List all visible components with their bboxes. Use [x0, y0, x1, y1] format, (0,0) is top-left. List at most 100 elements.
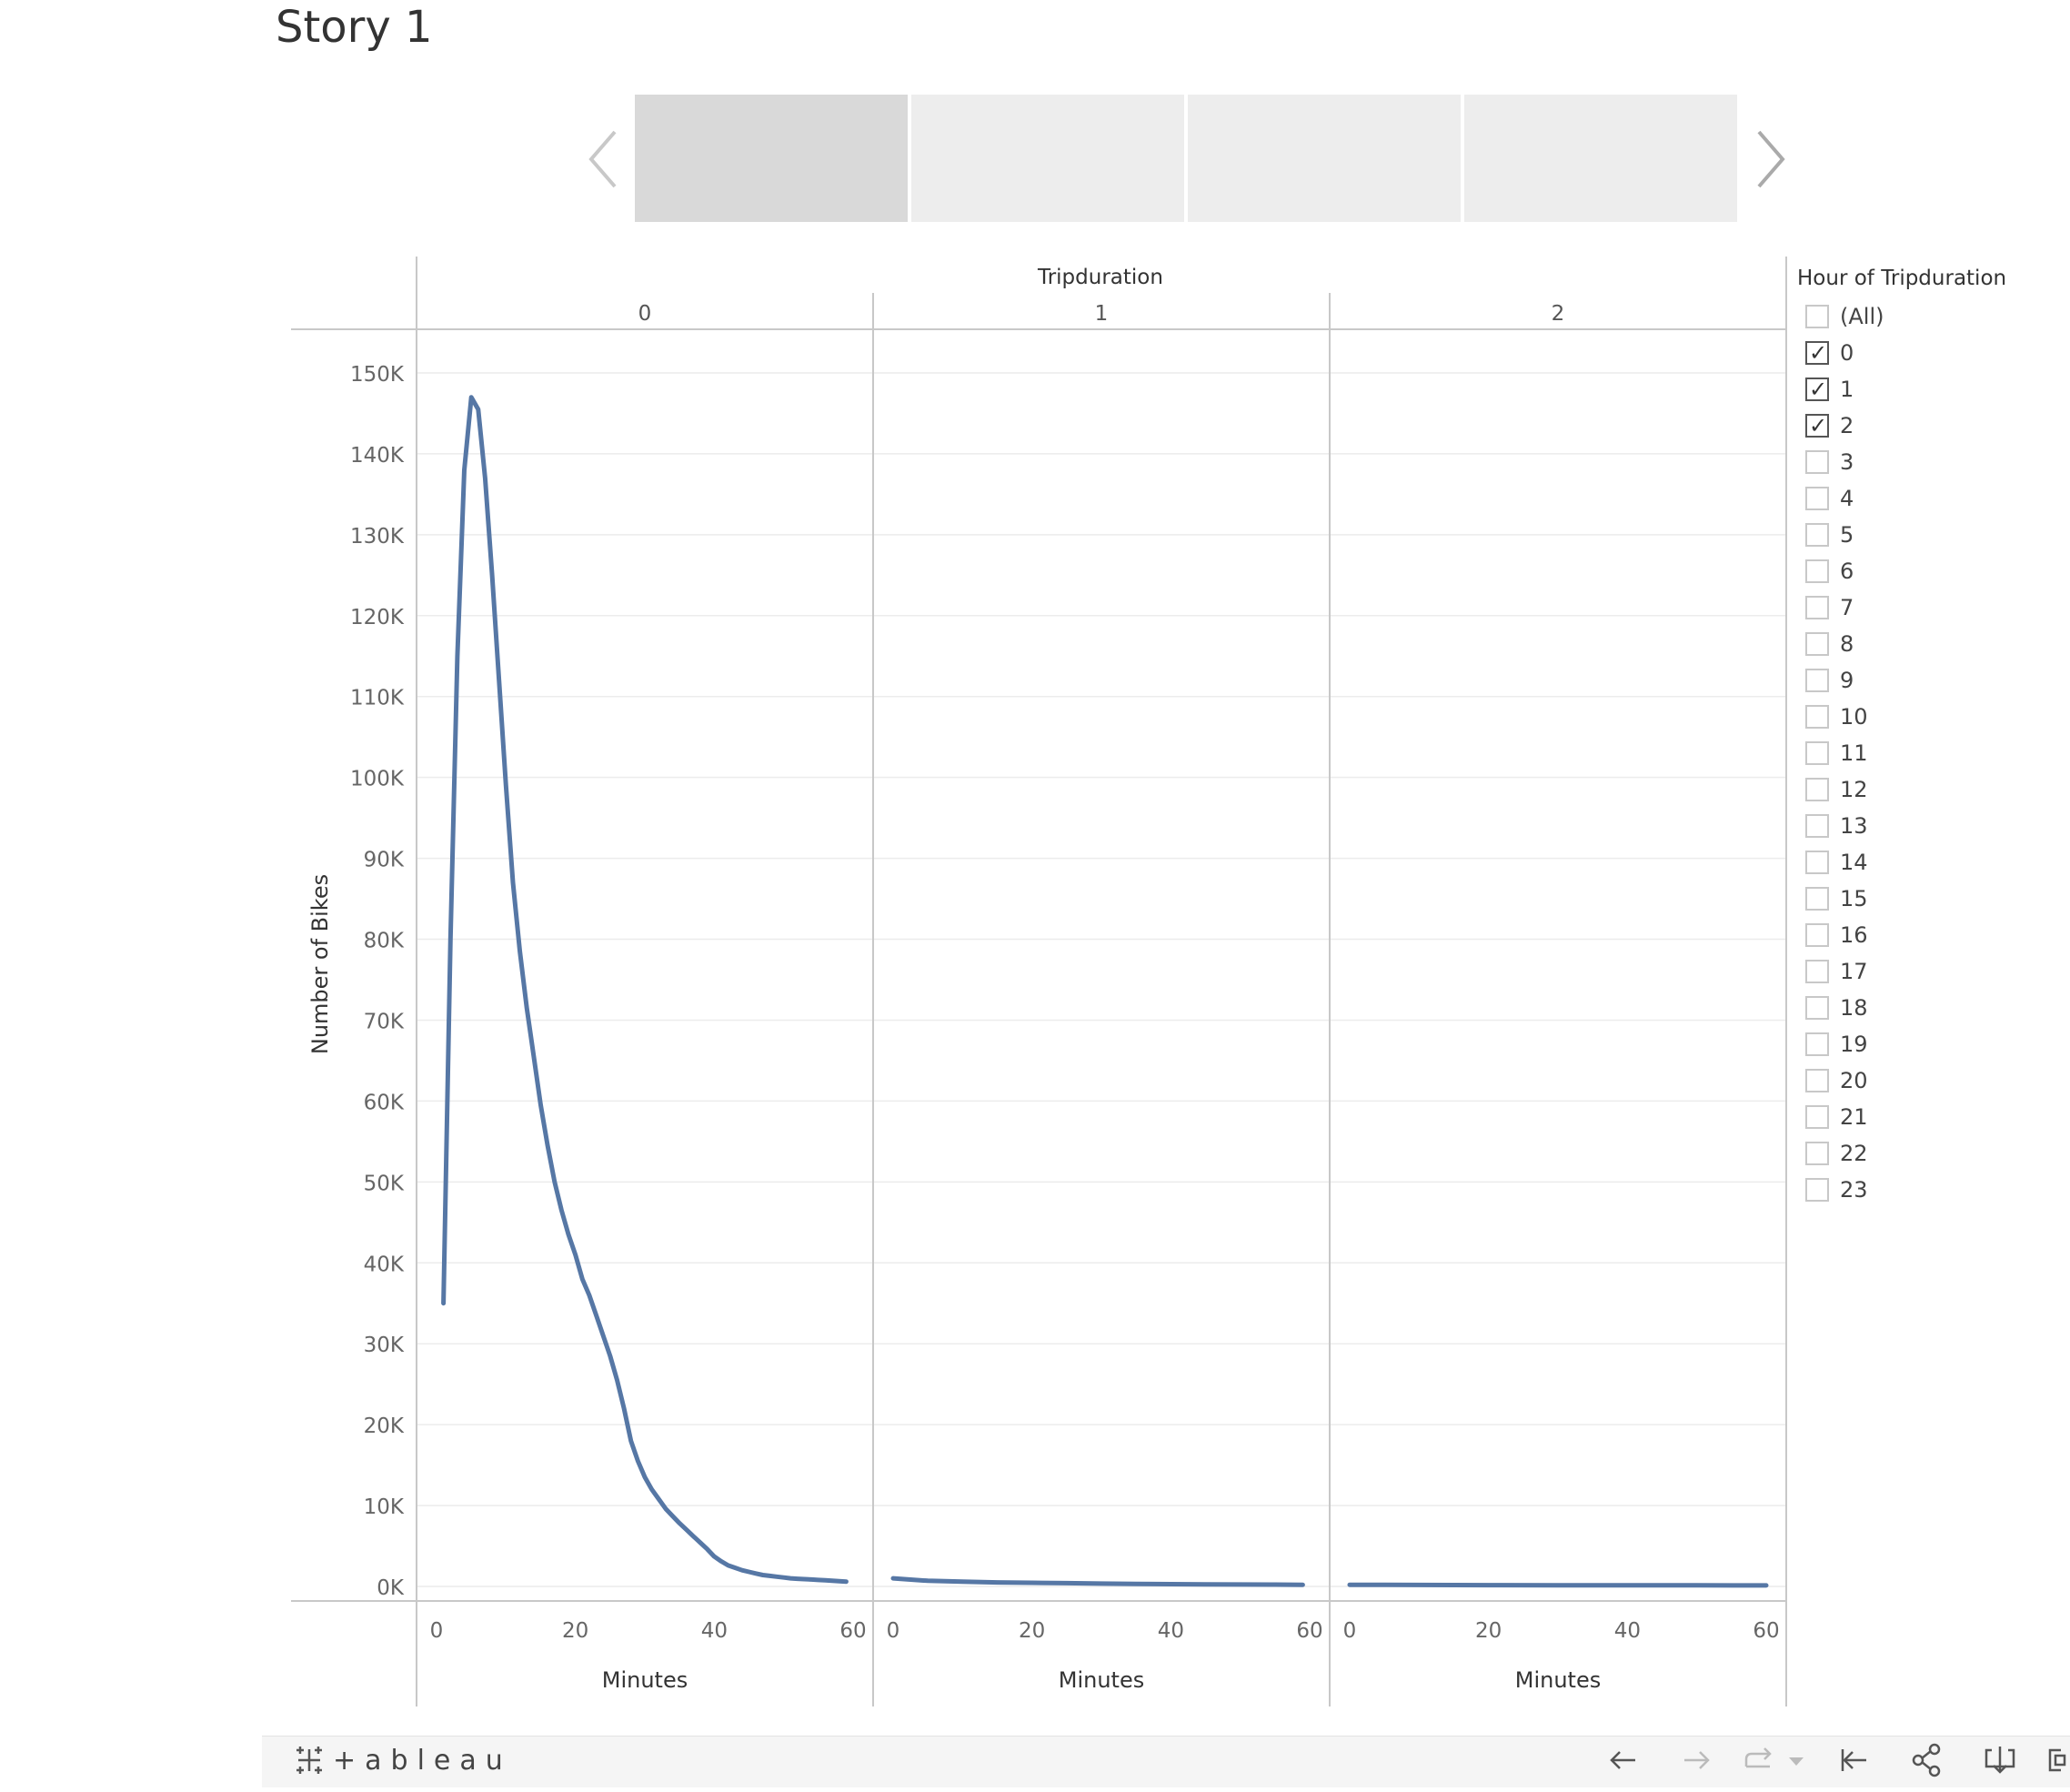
filter-item-20[interactable]: ✓ 20 [1805, 1066, 1868, 1095]
first-point-icon[interactable] [1834, 1739, 1875, 1781]
share-icon[interactable] [1906, 1739, 1948, 1781]
filter-item-9[interactable]: ✓9 [1805, 666, 1854, 695]
filter-item-7[interactable]: ✓7 [1805, 593, 1854, 622]
filter-item-12[interactable]: ✓ 12 [1805, 775, 1868, 804]
filter-checkbox[interactable]: ✓ [1805, 340, 1829, 366]
filter-checkbox[interactable]: ✓ [1805, 377, 1829, 402]
series-line-panel-1[interactable] [890, 1576, 1305, 1587]
filter-checkbox[interactable]: ✓ [1805, 705, 1829, 729]
tableau-logo[interactable]: +ableau [293, 1742, 512, 1778]
series-line-panel-2[interactable] [1347, 1582, 1769, 1588]
filter-checkbox[interactable]: ✓ [1805, 596, 1829, 619]
filter-checkbox[interactable]: ✓ [1805, 413, 1829, 438]
filter-item-label: 5 [1840, 522, 1854, 548]
filter-checkbox[interactable]: ✓ [1805, 1032, 1829, 1056]
filter-item-15[interactable]: ✓ 15 [1805, 884, 1868, 913]
story-point-3[interactable] [1188, 95, 1461, 222]
filter-item-11[interactable]: ✓ 11 [1805, 739, 1868, 768]
filter-item-0[interactable]: ✓ 0 [1805, 338, 1854, 367]
filter-item-label: 17 [1840, 959, 1868, 984]
x-tick-label: 20 [1019, 1619, 1045, 1643]
filter-item-14[interactable]: ✓ 14 [1805, 848, 1868, 877]
filter-item-label: 22 [1840, 1141, 1868, 1166]
filter-item-3[interactable]: ✓3 [1805, 448, 1854, 477]
y-tick-label: 70K [364, 1010, 405, 1033]
filter-checkbox[interactable]: ✓ [1805, 559, 1829, 583]
filter-item-18[interactable]: ✓ 18 [1805, 993, 1868, 1022]
filter-item-label: 3 [1840, 449, 1854, 475]
filter-item-label: 7 [1840, 595, 1854, 620]
y-tick-label: 10K [364, 1495, 405, 1519]
filter-item-19[interactable]: ✓ 19 [1805, 1030, 1868, 1059]
y-tick-label: 0K [377, 1576, 405, 1600]
story-point-4[interactable] [1464, 95, 1737, 222]
story-point-1[interactable] [635, 95, 908, 222]
filter-checkbox[interactable]: ✓ [1805, 996, 1829, 1020]
filter-item-label: 8 [1840, 631, 1854, 657]
filter-checkbox[interactable]: ✓ [1805, 960, 1829, 983]
filter-checkbox[interactable]: ✓ [1805, 450, 1829, 474]
filter-checkbox[interactable]: ✓ [1805, 887, 1829, 911]
check-icon: ✓ [1809, 413, 1828, 438]
filter-item-4[interactable]: ✓4 [1805, 484, 1854, 513]
filter-item-1[interactable]: ✓ 1 [1805, 375, 1854, 404]
x-tick-label: 0 [430, 1619, 444, 1643]
revert-dropdown-icon[interactable] [1784, 1739, 1808, 1781]
story-title: Story 1 [276, 2, 433, 53]
next-story-point-icon[interactable] [1746, 123, 1792, 196]
redo-icon[interactable] [1675, 1739, 1717, 1781]
filter-item-10[interactable]: ✓ 10 [1805, 702, 1868, 731]
previous-story-point-icon[interactable] [582, 123, 628, 196]
filter-item-16[interactable]: ✓ 16 [1805, 921, 1868, 950]
y-tick-label: 90K [364, 849, 405, 872]
filter-checkbox[interactable]: ✓ [1805, 778, 1829, 801]
y-tick-label: 40K [364, 1253, 405, 1276]
filter-checkbox[interactable]: ✓ [1805, 851, 1829, 874]
filter-item-label: 10 [1840, 704, 1868, 730]
series-line-panel-0[interactable] [441, 395, 849, 1585]
filter-item-label: 2 [1840, 413, 1854, 438]
y-tick-label: 100K [350, 768, 405, 791]
tableau-wordmark: +ableau [333, 1744, 512, 1777]
filter-checkbox[interactable]: ✓ [1805, 1069, 1829, 1092]
fullscreen-icon[interactable] [2046, 1739, 2068, 1781]
filter-item-all[interactable]: ✓ (All) [1805, 302, 1884, 331]
filter-item-21[interactable]: ✓ 21 [1805, 1102, 1868, 1132]
bottom-toolbar [262, 1736, 2070, 1787]
filter-checkbox[interactable]: ✓ [1805, 632, 1829, 656]
filter-item-label: 16 [1840, 922, 1868, 948]
story-point-2[interactable] [911, 95, 1184, 222]
filter-item-23[interactable]: ✓ 23 [1805, 1175, 1868, 1204]
filter-item-6[interactable]: ✓6 [1805, 557, 1854, 586]
filter-checkbox[interactable]: ✓ [1805, 305, 1829, 328]
panel-header: 1 [1095, 302, 1109, 326]
filter-item-22[interactable]: ✓ 22 [1805, 1139, 1868, 1168]
x-tick-label: 60 [839, 1619, 866, 1643]
y-tick-label: 110K [350, 687, 405, 710]
filter-checkbox[interactable]: ✓ [1805, 923, 1829, 947]
filter-item-8[interactable]: ✓8 [1805, 629, 1854, 659]
filter-item-5[interactable]: ✓5 [1805, 520, 1854, 549]
filter-checkbox[interactable]: ✓ [1805, 1178, 1829, 1202]
filter-checkbox[interactable]: ✓ [1805, 669, 1829, 692]
y-tick-label: 80K [364, 930, 405, 953]
filter-checkbox[interactable]: ✓ [1805, 814, 1829, 838]
filter-item-label: 20 [1840, 1068, 1868, 1093]
filter-item-label: 13 [1840, 813, 1868, 839]
filter-item-2[interactable]: ✓ 2 [1805, 411, 1854, 440]
revert-icon[interactable] [1739, 1739, 1781, 1781]
download-icon[interactable] [1979, 1739, 2021, 1781]
filter-checkbox[interactable]: ✓ [1805, 487, 1829, 510]
x-tick-label: 0 [887, 1619, 900, 1643]
filter-checkbox[interactable]: ✓ [1805, 523, 1829, 547]
y-tick-label: 20K [364, 1414, 405, 1438]
undo-icon[interactable] [1603, 1739, 1644, 1781]
filter-item-13[interactable]: ✓ 13 [1805, 811, 1868, 841]
filter-checkbox[interactable]: ✓ [1805, 1105, 1829, 1129]
tableau-logo-icon [296, 1747, 322, 1774]
filter-checkbox[interactable]: ✓ [1805, 1142, 1829, 1165]
filter-checkbox[interactable]: ✓ [1805, 741, 1829, 765]
filter-item-17[interactable]: ✓ 17 [1805, 957, 1868, 986]
y-tick-label: 30K [364, 1334, 405, 1357]
